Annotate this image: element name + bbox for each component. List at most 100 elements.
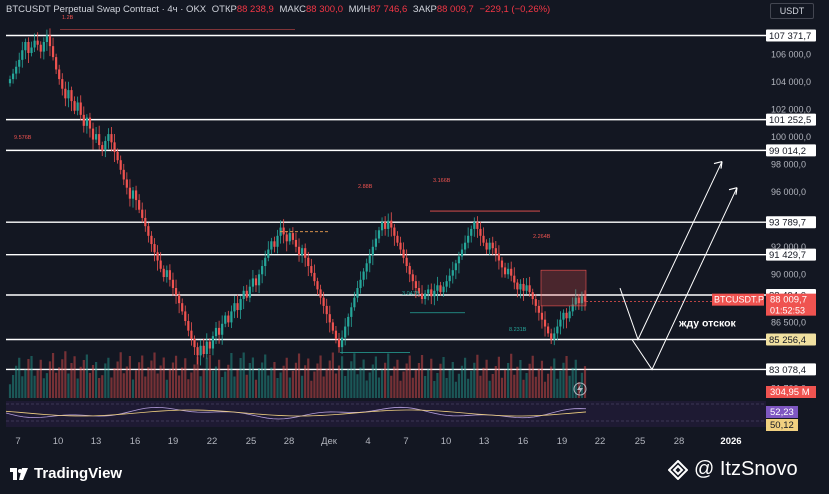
volume-bar <box>42 378 45 398</box>
candle-body <box>479 228 482 236</box>
volume-bar <box>64 351 67 398</box>
volume-bar <box>141 355 144 398</box>
volume-bar <box>113 368 116 398</box>
volume-bar <box>193 364 196 398</box>
candle-body <box>217 327 221 335</box>
level-label: 85 256,4 <box>769 335 806 346</box>
countdown-value: 01:52:53 <box>770 306 805 316</box>
currency-selector[interactable]: USDT <box>770 3 814 19</box>
volume-annotation: 3.047B <box>402 291 420 297</box>
candle-body <box>408 266 411 275</box>
volume-bar <box>61 359 64 398</box>
candle-body <box>79 102 82 115</box>
candle-body <box>307 257 310 267</box>
volume-bar <box>21 376 24 398</box>
candle-body <box>273 241 276 247</box>
volume-bar <box>150 360 153 398</box>
candle-body <box>88 117 92 129</box>
candle-body <box>559 319 562 327</box>
open-value: 88 238,9 <box>236 4 274 15</box>
volume-bar <box>134 370 138 398</box>
projection-path-1 <box>619 161 723 341</box>
candle-body <box>316 281 319 290</box>
candle-body <box>224 315 227 324</box>
volume-bar <box>316 363 319 398</box>
candle-body <box>174 288 178 295</box>
price-tick-label: 106 000,0 <box>771 49 811 59</box>
low-value: 87 746,6 <box>370 4 408 15</box>
candle-body <box>500 260 504 268</box>
volume-bar <box>251 357 255 398</box>
volume-annotation: 3.166B <box>433 178 451 184</box>
volume-bar <box>276 378 279 398</box>
candle-body <box>547 326 550 334</box>
candle-body <box>513 275 516 283</box>
volume-bar <box>451 362 454 398</box>
candle-body <box>445 281 448 287</box>
volume-bar <box>282 365 285 398</box>
volume-bar <box>125 366 128 398</box>
volume-bar <box>571 367 574 398</box>
arrowhead-1 <box>713 160 723 169</box>
candle-body <box>325 305 328 315</box>
level-label: 91 429,7 <box>769 250 806 261</box>
volume-bar <box>417 363 421 398</box>
volume-bar <box>15 365 18 398</box>
volume-bar <box>221 377 224 398</box>
candle-body <box>411 274 414 282</box>
indicator-value-1: 52,23 <box>770 407 794 418</box>
volume-bar <box>98 378 101 398</box>
price-tick-label: 92 000,0 <box>771 242 806 252</box>
level-label: 99 014,2 <box>769 146 806 157</box>
candle-body <box>399 242 402 250</box>
volume-bar <box>460 365 464 398</box>
volume-bar <box>374 356 378 398</box>
volume-bar <box>485 359 488 398</box>
candle-body <box>371 246 374 256</box>
volume-bar <box>470 370 473 398</box>
x-tick-label: 7 <box>403 436 408 447</box>
volume-bar <box>138 362 141 398</box>
volume-bar <box>261 362 264 398</box>
tradingview-logo[interactable]: TradingView <box>10 465 122 482</box>
price-tick-label: 104 000,0 <box>771 77 811 87</box>
price-tick-label: 98 000,0 <box>771 159 806 169</box>
volume-bar <box>233 376 236 398</box>
volume-bar <box>79 366 82 398</box>
candle-body <box>24 41 27 51</box>
x-tick-label: 10 <box>53 436 64 447</box>
candle-body <box>297 246 301 256</box>
volume-bar <box>325 368 328 398</box>
volume-bar <box>205 357 208 398</box>
candle-body <box>202 345 205 355</box>
volume-bar <box>390 375 393 398</box>
candle-body <box>304 248 307 258</box>
volume-bar <box>257 368 261 398</box>
x-tick-label: 2026 <box>720 436 741 447</box>
volume-bar <box>254 379 258 398</box>
candle-body <box>134 190 138 201</box>
x-tick-label: 16 <box>130 436 141 447</box>
volume-bar <box>516 366 519 398</box>
volume-bar <box>27 359 30 398</box>
candle-body <box>64 88 67 99</box>
candle-body <box>205 341 208 355</box>
volume-bar <box>39 359 42 398</box>
candle-body <box>374 238 378 247</box>
volume-bar <box>58 367 61 398</box>
volume-bar <box>337 365 341 398</box>
open-label: ОТКР <box>211 4 237 15</box>
volume-bar <box>531 355 534 398</box>
volume-bar <box>583 366 587 398</box>
x-tick-label: 13 <box>479 436 490 447</box>
volume-bar <box>11 375 15 398</box>
candle-body <box>553 333 556 340</box>
candle-body <box>439 285 442 293</box>
candle-body <box>583 296 587 302</box>
candle-body <box>424 293 427 300</box>
candle-body <box>48 35 52 47</box>
x-tick-label: 25 <box>635 436 646 447</box>
close-value: 88 009,7 <box>436 4 474 15</box>
candle-body <box>33 40 36 48</box>
